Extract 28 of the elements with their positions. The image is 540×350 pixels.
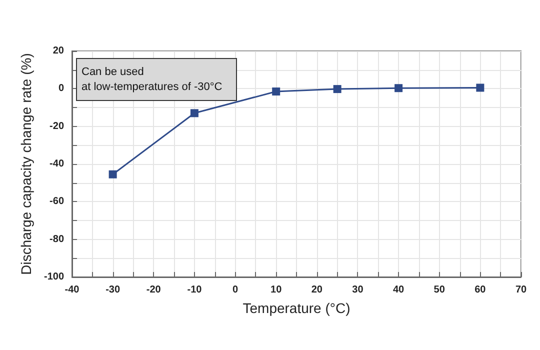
point xyxy=(394,84,403,92)
y-tick-label: 0 xyxy=(58,83,64,94)
point xyxy=(476,84,484,92)
x-axis-title: Temperature (°C) xyxy=(242,300,350,316)
x-tick-label: 10 xyxy=(270,284,282,296)
y-tick-label: -60 xyxy=(50,196,64,208)
y-tick-label: -40 xyxy=(50,158,64,170)
x-tick-label: 30 xyxy=(352,284,364,296)
annotation: Can be used at low-temperatures of -30°C xyxy=(82,66,222,93)
x-tick-label: -30 xyxy=(106,284,120,296)
y-tick-label: -20 xyxy=(50,120,64,132)
x-tick-label: -20 xyxy=(146,284,162,296)
point xyxy=(333,85,342,94)
x-tick-label: 70 xyxy=(515,284,527,296)
point xyxy=(190,109,198,118)
x-tick-label: 60 xyxy=(474,284,486,296)
point xyxy=(272,87,280,96)
x-tick-label: 20 xyxy=(311,284,323,296)
x-tick-label: 40 xyxy=(392,284,405,296)
y-tick-label: -80 xyxy=(50,234,64,245)
point xyxy=(108,170,117,178)
y-axis-title: Discharge capacity change rate (%) xyxy=(18,53,34,275)
x-tick-label: 50 xyxy=(434,284,446,296)
x-tick-label: 0 xyxy=(232,284,238,296)
y-tick-label: -100 xyxy=(44,272,64,282)
x-tick-label: -40 xyxy=(64,284,80,296)
y-tick-label: 20 xyxy=(52,46,64,56)
x-tick-label: -10 xyxy=(187,284,202,296)
